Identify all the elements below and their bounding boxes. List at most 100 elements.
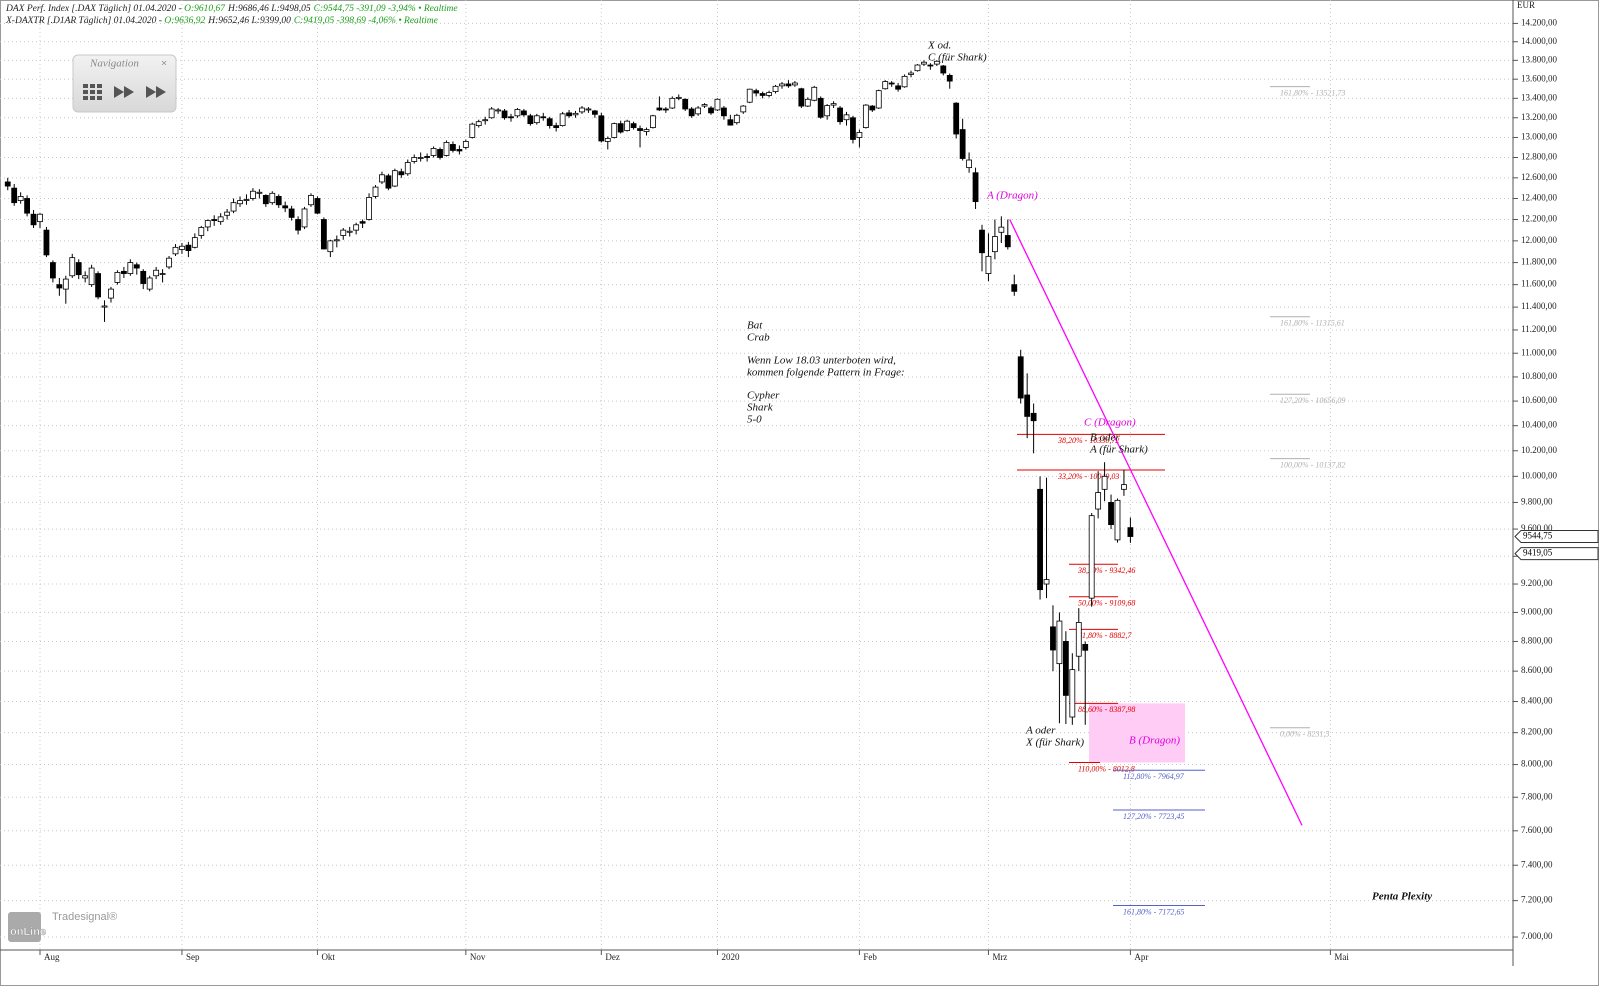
candle-body [217,216,224,223]
candle-body [643,129,650,132]
candle-body [837,107,843,123]
fib-label: 161,80% - 13521,73 [1280,88,1345,97]
candle-body [591,110,598,115]
candle-body [69,257,76,277]
candle-body [179,245,185,250]
nav-forward-button[interactable] [146,86,166,98]
candle-body [43,229,50,256]
candle-body [482,119,489,122]
candle-body [908,72,914,75]
candle-body [992,236,998,253]
candle-body [624,120,631,131]
signature: Penta Plexity [1372,891,1432,903]
candle-body [850,117,856,140]
annotations: X od. C (für Shark) A (Dragon) Bat Crab … [747,40,1432,903]
nav-close[interactable]: × [161,58,167,70]
y-tick-label: 12.200,00 [1521,214,1558,224]
candle-body [224,211,231,216]
candle-body [333,239,340,242]
y-tick-label: 12.400,00 [1521,193,1558,203]
candle-body [701,104,708,107]
y-tick-label: 8.200,00 [1521,727,1553,737]
candle-body [843,114,850,121]
x-tick-label: Nov [470,952,486,962]
candle-body [933,60,940,65]
fib-label: 127,20% - 7723,45 [1123,812,1184,821]
fib-label: 38,20% - 10330,72 [1057,436,1119,445]
candle-body [24,198,30,214]
candle-body [953,102,960,135]
candle-body [895,85,902,90]
logo: Tradesignal® onLine [8,911,117,942]
candle-body [443,142,450,156]
candle-body [1108,502,1114,526]
candle-body [488,108,495,119]
candle-body [385,175,392,189]
annotation: X od. [927,40,951,52]
candle-body [140,270,147,284]
annotation: Bat [747,320,763,332]
candle-body [82,275,89,279]
candle-body [346,230,353,233]
candle-body [198,227,205,236]
candle-body [1024,394,1031,417]
candle-body [475,121,482,127]
annotation: A (Dragon) [986,190,1038,202]
candle-body [611,123,618,138]
annotation: C (für Shark) [928,52,987,64]
candle-body [37,213,43,223]
candle-body [308,194,314,206]
logo-brand: Tradesignal® [52,911,117,923]
candle-body [1062,641,1069,696]
annotation: Wenn Low 18.03 unterboten wird, [747,355,896,367]
candle-body [230,202,237,212]
candle-body [1127,527,1134,537]
candle-body [372,186,379,197]
candle-body [495,109,501,112]
candle-body [772,85,779,93]
x-tick-label: Aug [44,952,60,962]
candle-body [320,219,327,250]
fib-label: 161,80% - 11315,61 [1280,319,1345,328]
annotation: Cypher [747,390,780,402]
candle-body [411,157,418,162]
x-tick-label: 2020 [721,952,740,962]
candle-body [572,112,579,116]
nav-grid-button[interactable] [83,84,102,100]
y-tick-label: 10.000,00 [1521,470,1558,480]
candle-body [830,103,837,106]
candle-body [1101,475,1108,490]
fib-label: 61,80% - 8882,7 [1078,631,1132,640]
candle-body [166,257,172,268]
y-tick-label: 11.200,00 [1521,324,1557,334]
candle-body [62,278,69,290]
candle-body [785,83,792,87]
candle-body [733,114,740,124]
price-marker-label: 9544,75 [1523,531,1553,541]
y-tick-label: 9.000,00 [1521,606,1553,616]
candle-body [985,255,992,274]
y-tick-label: 9.800,00 [1521,496,1553,506]
candle-body [30,213,37,226]
candle-body [533,115,540,124]
candle-body [327,240,334,253]
candle-body [17,196,24,201]
fib-label: 161,80% - 7172,65 [1123,907,1184,916]
y-tick-label: 11.800,00 [1521,257,1557,267]
candle-body [927,64,934,67]
annotation: A oder [1025,725,1056,737]
annotation: X (für Shark) [1025,737,1084,749]
y-tick-label: 10.600,00 [1521,395,1558,405]
candle-body [1050,626,1056,651]
candle-body [282,205,289,209]
fib-label: 50,00% - 9109,68 [1078,599,1135,608]
candle-body [940,65,947,74]
y-tick-label: 14.200,00 [1521,17,1558,27]
candle-body [979,229,985,254]
candle-body [250,190,256,199]
nav-back-button[interactable] [114,86,134,98]
candle-body [721,107,727,117]
candle-body [275,196,282,206]
candle-body [353,224,360,231]
candle-body [237,200,243,205]
